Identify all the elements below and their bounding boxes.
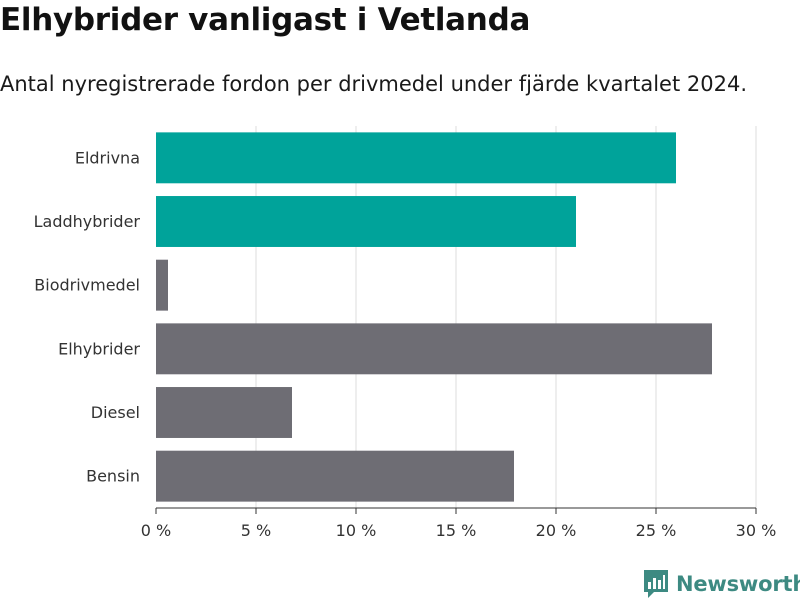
bar-biodrivmedel [156, 259, 168, 311]
chart-title: Elhybrider vanligast i Vetlanda [0, 2, 531, 38]
x-tick-label: 25 % [636, 521, 677, 540]
category-label: Bensin [86, 467, 140, 486]
x-tick-label: 10 % [336, 521, 377, 540]
category-label: Diesel [91, 403, 140, 422]
x-tick-label: 15 % [436, 521, 477, 540]
bar-bensin [156, 450, 514, 502]
category-label: Biodrivmedel [34, 276, 140, 295]
chart-subtitle: Antal nyregistrerade fordon per drivmede… [0, 72, 748, 96]
category-label: Laddhybrider [34, 212, 141, 231]
x-tick-label: 0 % [141, 521, 171, 540]
brand-name: Newsworthy [676, 572, 800, 596]
bar-diesel [156, 387, 292, 438]
bar-eldrivna [156, 132, 676, 184]
newsworthy-logo-icon [644, 570, 668, 598]
bar-laddhybrider [156, 196, 576, 247]
x-tick-label: 30 % [736, 521, 777, 540]
category-label: Eldrivna [75, 148, 140, 167]
x-tick-label: 20 % [536, 521, 577, 540]
category-label: Elhybrider [58, 339, 140, 358]
x-tick-label: 5 % [241, 521, 271, 540]
brand-logo: Newsworthy [644, 568, 800, 600]
bar-elhybrider [156, 323, 712, 375]
